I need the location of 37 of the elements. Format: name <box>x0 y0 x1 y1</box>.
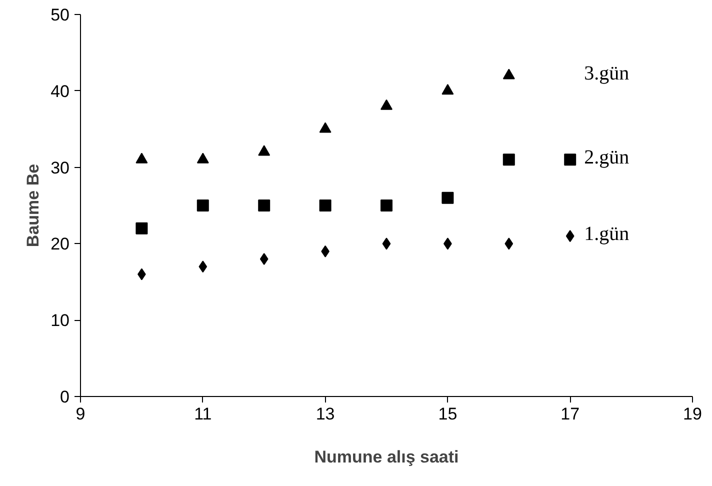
point <box>502 154 515 166</box>
y-tick-label: 0 <box>60 388 70 406</box>
point <box>319 122 332 133</box>
point <box>566 230 574 242</box>
point <box>442 84 454 95</box>
point <box>564 154 576 166</box>
y-tick-label: 50 <box>50 6 70 24</box>
point <box>258 145 270 156</box>
x-tick-label: 9 <box>76 404 86 424</box>
y-axis-title: Baume Be <box>24 164 43 248</box>
point <box>382 238 391 250</box>
point <box>258 200 270 212</box>
y-tick-label: 20 <box>50 234 70 254</box>
point <box>502 68 515 80</box>
point <box>442 192 454 204</box>
x-tick-label: 15 <box>438 404 458 424</box>
x-axis-title: Numune alış saati <box>314 448 459 466</box>
point <box>380 99 392 110</box>
series-label: 1.gün <box>584 223 630 246</box>
x-tick-label: 11 <box>194 404 212 424</box>
point <box>136 222 148 234</box>
x-tick-label: 19 <box>683 404 702 424</box>
point <box>380 200 392 212</box>
x-tick-label: 17 <box>560 404 580 424</box>
point <box>504 238 514 250</box>
x-tick-label: 13 <box>316 404 335 424</box>
point <box>196 200 209 212</box>
point <box>319 200 332 212</box>
point <box>196 152 209 164</box>
point <box>198 260 208 273</box>
y-tick-label: 30 <box>50 158 70 178</box>
series-label: 2.gün <box>584 146 630 169</box>
y-tick-label: 40 <box>50 82 70 101</box>
y-tick-label: 10 <box>50 311 70 330</box>
point <box>136 152 148 164</box>
text: 3.gün <box>584 62 630 85</box>
point <box>260 252 268 265</box>
